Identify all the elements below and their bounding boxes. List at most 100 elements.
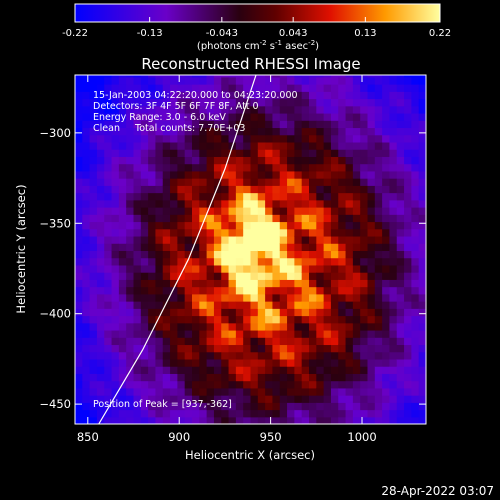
heatmap-cell (228, 373, 237, 382)
heatmap-cell (345, 416, 354, 424)
heatmap-cell (148, 409, 157, 418)
heatmap-cell (177, 228, 186, 237)
heatmap-cell (404, 105, 412, 114)
heatmap-cell (338, 358, 347, 367)
heatmap-cell (140, 120, 149, 129)
heatmap-cell (235, 91, 244, 100)
heatmap-cell (374, 257, 383, 266)
heatmap-cell (228, 221, 237, 230)
heatmap-cell (287, 264, 295, 273)
heatmap-cell (75, 380, 83, 389)
heatmap-cell (177, 322, 186, 331)
heatmap-cell (287, 380, 295, 389)
heatmap-cell (89, 315, 98, 324)
heatmap-cell (330, 149, 339, 157)
heatmap-cell (294, 199, 303, 208)
heatmap-cell (148, 366, 157, 374)
heatmap-cell (133, 221, 142, 230)
heatmap-cell (170, 322, 178, 331)
heatmap-cell (411, 84, 420, 92)
heatmap-cell (250, 293, 259, 302)
heatmap-cell (184, 373, 193, 382)
heatmap-cell (228, 98, 237, 107)
heatmap-cell (199, 127, 208, 136)
heatmap-cell (162, 337, 171, 346)
heatmap-cell (155, 315, 164, 324)
heatmap-cell (235, 344, 244, 353)
heatmap-cell (294, 301, 303, 309)
heatmap-cell (199, 308, 208, 317)
heatmap-cell (316, 293, 325, 302)
heatmap-cell (235, 149, 244, 157)
heatmap-cell (404, 134, 412, 143)
heatmap-cell (272, 358, 281, 367)
heatmap-cell (228, 235, 237, 244)
heatmap-cell (235, 185, 244, 194)
heatmap-cell (206, 322, 215, 331)
heatmap-cell (177, 214, 186, 223)
heatmap-cell (272, 221, 281, 230)
heatmap-cell (228, 264, 237, 273)
heatmap-cell (221, 308, 230, 317)
heatmap-cell (148, 416, 157, 424)
heatmap-cell (184, 322, 193, 331)
heatmap-cell (162, 98, 171, 107)
heatmap-cell (360, 170, 369, 179)
heatmap-cell (177, 170, 186, 179)
heatmap-cell (330, 272, 339, 280)
heatmap-cell (199, 192, 208, 201)
heatmap-cell (338, 120, 347, 129)
heatmap-cell (199, 409, 208, 418)
heatmap-cell (257, 366, 266, 374)
heatmap-cell (345, 199, 354, 208)
heatmap-cell (345, 315, 354, 324)
heatmap-cell (265, 293, 274, 302)
heatmap-cell (184, 308, 193, 317)
heatmap-cell (352, 156, 361, 165)
heatmap-cell (235, 141, 244, 150)
heatmap-cell (96, 170, 105, 179)
heatmap-cell (279, 185, 288, 194)
heatmap-cell (133, 286, 142, 295)
heatmap-cell (396, 257, 405, 266)
heatmap-cell (126, 170, 135, 179)
heatmap-cell (75, 112, 83, 121)
heatmap-cell (396, 235, 405, 244)
colorbar-tick-label: 0.13 (354, 28, 376, 39)
heatmap-cell (250, 395, 259, 403)
heatmap-cell (389, 105, 398, 114)
heatmap-cell (235, 301, 244, 309)
heatmap-cell (404, 387, 412, 396)
heatmap-cell (382, 272, 391, 280)
heatmap-cell (330, 112, 339, 121)
heatmap-cell (389, 207, 398, 215)
heatmap-cell (75, 134, 83, 143)
heatmap-cell (374, 214, 383, 223)
heatmap-cell (192, 329, 200, 338)
heatmap-cell (309, 105, 317, 114)
heatmap-cell (221, 373, 230, 382)
heatmap-cell (104, 373, 113, 382)
heatmap-cell (272, 185, 281, 194)
heatmap-cell (345, 235, 354, 244)
heatmap-cell (126, 235, 135, 244)
heatmap-cell (287, 301, 295, 309)
heatmap-cell (338, 416, 347, 424)
heatmap-cell (389, 257, 398, 266)
heatmap-cell (243, 395, 252, 403)
heatmap-cell (213, 98, 222, 107)
heatmap-cell (213, 373, 222, 382)
heatmap-cell (382, 84, 391, 92)
chart-title: Reconstructed RHESSI Image (141, 55, 360, 73)
heatmap-cell (360, 214, 369, 223)
heatmap-cell (221, 178, 230, 186)
heatmap-cell (155, 112, 164, 121)
heatmap-cell (287, 84, 295, 92)
heatmap-cell (345, 272, 354, 280)
heatmap-cell (360, 228, 369, 237)
heatmap-cell (396, 243, 405, 252)
heatmap-cell (199, 322, 208, 331)
heatmap-cell (104, 301, 113, 309)
heatmap-cell (75, 409, 83, 418)
heatmap-cell (404, 243, 412, 252)
